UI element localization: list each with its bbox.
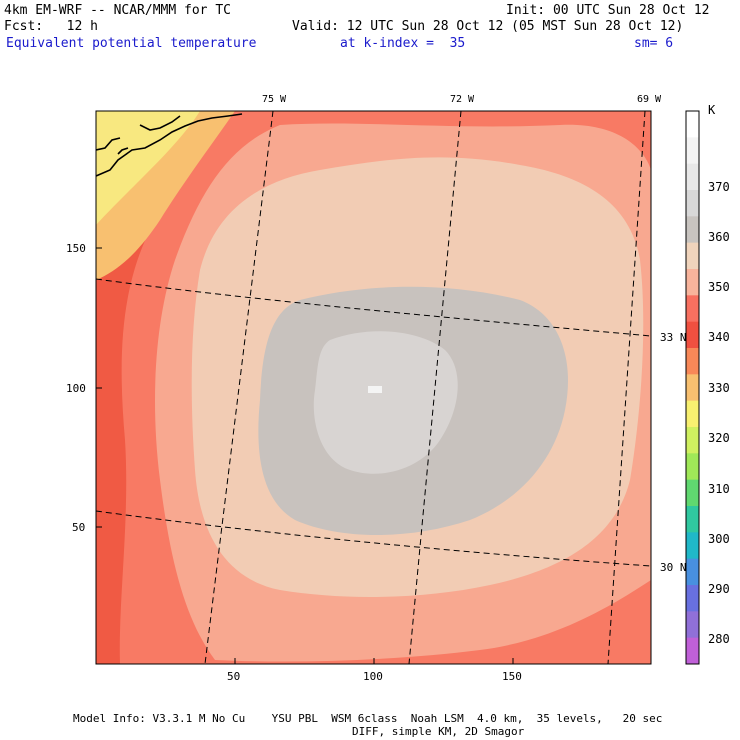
colorbar-swatch [686, 479, 699, 507]
colorbar-label: 280 [708, 632, 730, 646]
theta-e-band-320 [96, 111, 200, 225]
colorbar-swatch [686, 585, 699, 612]
colorbar-swatch [686, 321, 699, 349]
colorbar-swatch [686, 453, 699, 481]
colorbar-swatch [686, 216, 699, 244]
field-name: Equivalent potential temperature [6, 36, 257, 51]
parallel-30n [96, 510, 651, 567]
y-tick-label: 100 [66, 382, 86, 395]
x-tick-label: 50 [227, 670, 241, 683]
colorbar-swatch [686, 611, 699, 639]
y-tick-label: 50 [72, 521, 86, 534]
theta-e-band-360 [313, 331, 458, 474]
colorbar-swatch [686, 111, 699, 138]
latitude-label: 33 N [660, 331, 687, 344]
colorbar-swatch [686, 400, 699, 428]
meridian-69w [607, 111, 646, 664]
colorbar-swatch [686, 137, 699, 165]
x-tick-label: 100 [363, 670, 383, 683]
colorbar-swatch [686, 374, 699, 402]
colorbar-swatch [686, 348, 699, 375]
colorbar-swatch [686, 427, 699, 454]
colorbar-swatch [686, 558, 699, 586]
colorbar-swatch [686, 295, 699, 323]
colorbar-label: 360 [708, 230, 730, 244]
model-info: Model Info: V3.3.1 M No Cu YSU PBL WSM 6… [73, 712, 663, 725]
meridian-75w [204, 111, 274, 664]
colorbar-frame [685, 110, 700, 665]
model-info-cont: DIFF, simple KM, 2D Smagor [352, 725, 525, 738]
valid-time: Valid: 12 UTC Sun 28 Oct 12 (05 MST Sun … [292, 19, 684, 34]
colorbar-label: 330 [708, 381, 730, 395]
init-time: Init: 00 UTC Sun 28 Oct 12 [506, 3, 710, 18]
latitude-label: 30 N [660, 561, 687, 574]
colorbar-label: 310 [708, 482, 730, 496]
colorbar-swatch [686, 532, 699, 560]
coastline [96, 113, 243, 177]
colorbar-label: 300 [708, 532, 730, 546]
colorbar-label: 340 [708, 330, 730, 344]
colorbar-swatch [686, 506, 699, 533]
colorbar-swatch [686, 242, 699, 270]
y-tick-label: 150 [66, 242, 86, 255]
colorbar-label: 350 [708, 280, 730, 294]
colorbar-swatch [686, 163, 699, 191]
colorbar-swatch [686, 637, 699, 665]
colorbar-unit: K [708, 103, 716, 117]
colorbar-swatch [686, 190, 699, 217]
colorbar-label: 320 [708, 431, 730, 445]
smoothing: sm= 6 [634, 36, 674, 51]
longitude-label: 75 W [262, 94, 287, 105]
k-index: at k-index = 35 [340, 36, 466, 51]
parallel-33n [96, 278, 651, 337]
colorbar-label: 290 [708, 582, 730, 596]
colorbar-swatch [686, 269, 699, 296]
forecast-hour: Fcst: 12 h [4, 19, 98, 34]
model-title: 4km EM-WRF -- NCAR/MMM for TC [4, 3, 231, 18]
colorbar-label: 370 [708, 180, 730, 194]
eye-highlight [368, 386, 382, 393]
longitude-label: 72 W [450, 94, 475, 105]
x-tick-label: 150 [502, 670, 522, 683]
colorbar [685, 110, 700, 665]
meridian-72w [408, 111, 462, 664]
longitude-label: 69 W [637, 94, 662, 105]
